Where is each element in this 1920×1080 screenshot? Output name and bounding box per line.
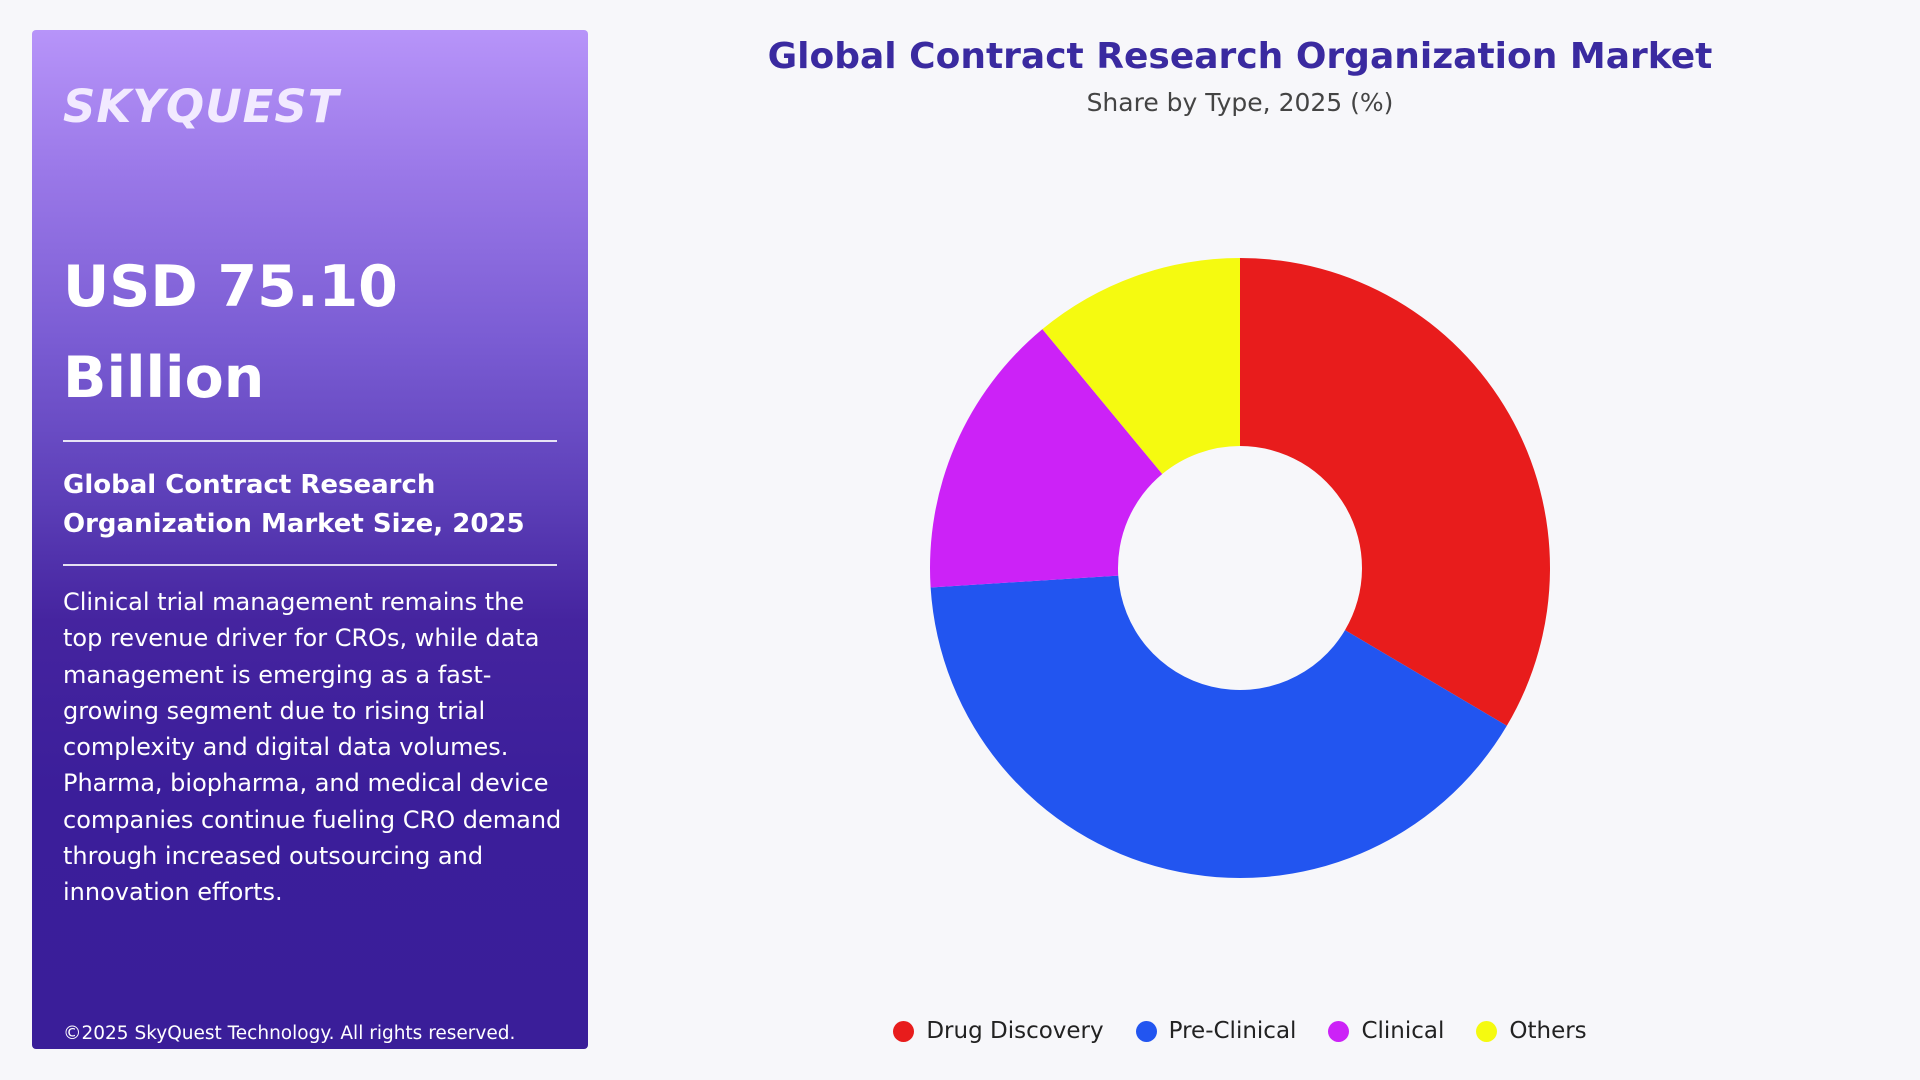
legend-label: Pre-Clinical: [1168, 1018, 1297, 1044]
slice-pre-clinical: [930, 575, 1507, 879]
legend-item-others: Others: [1476, 1018, 1587, 1044]
legend-swatch: [1135, 1020, 1157, 1042]
legend-label: Drug Discovery: [926, 1018, 1104, 1044]
legend-swatch: [893, 1020, 915, 1042]
legend-swatch: [1476, 1020, 1498, 1042]
legend-item-clinical: Clinical: [1328, 1018, 1444, 1044]
slice-drug-discovery: [1240, 258, 1551, 726]
legend-item-drug-discovery: Drug Discovery: [893, 1018, 1104, 1044]
market-size-caption: Global Contract Research Organization Ma…: [63, 470, 525, 539]
slice-others: [1042, 258, 1240, 474]
summary-panel: SKYQUEST USD 75.10 Billion Global Contra…: [32, 30, 588, 1049]
legend-label: Clinical: [1361, 1018, 1445, 1044]
copyright-notice: ©2025 SkyQuest Technology. All rights re…: [63, 1023, 516, 1044]
divider: [63, 440, 557, 442]
market-description: Clinical trial management remains the to…: [63, 588, 562, 907]
legend-item-pre-clinical: Pre-Clinical: [1135, 1018, 1297, 1044]
chart-title: Global Contract Research Organization Ma…: [767, 36, 1713, 77]
slice-clinical: [930, 329, 1163, 588]
legend-label: Others: [1509, 1018, 1587, 1044]
chart-legend: Drug Discovery Pre-Clinical Clinical Others: [640, 1018, 1840, 1044]
chart-subtitle: Share by Type, 2025 (%): [1086, 88, 1394, 117]
divider: [63, 564, 557, 566]
legend-swatch: [1328, 1020, 1350, 1042]
skyquest-logo: SKYQUEST: [63, 80, 340, 133]
market-size-headline: USD 75.10 Billion: [63, 254, 398, 411]
